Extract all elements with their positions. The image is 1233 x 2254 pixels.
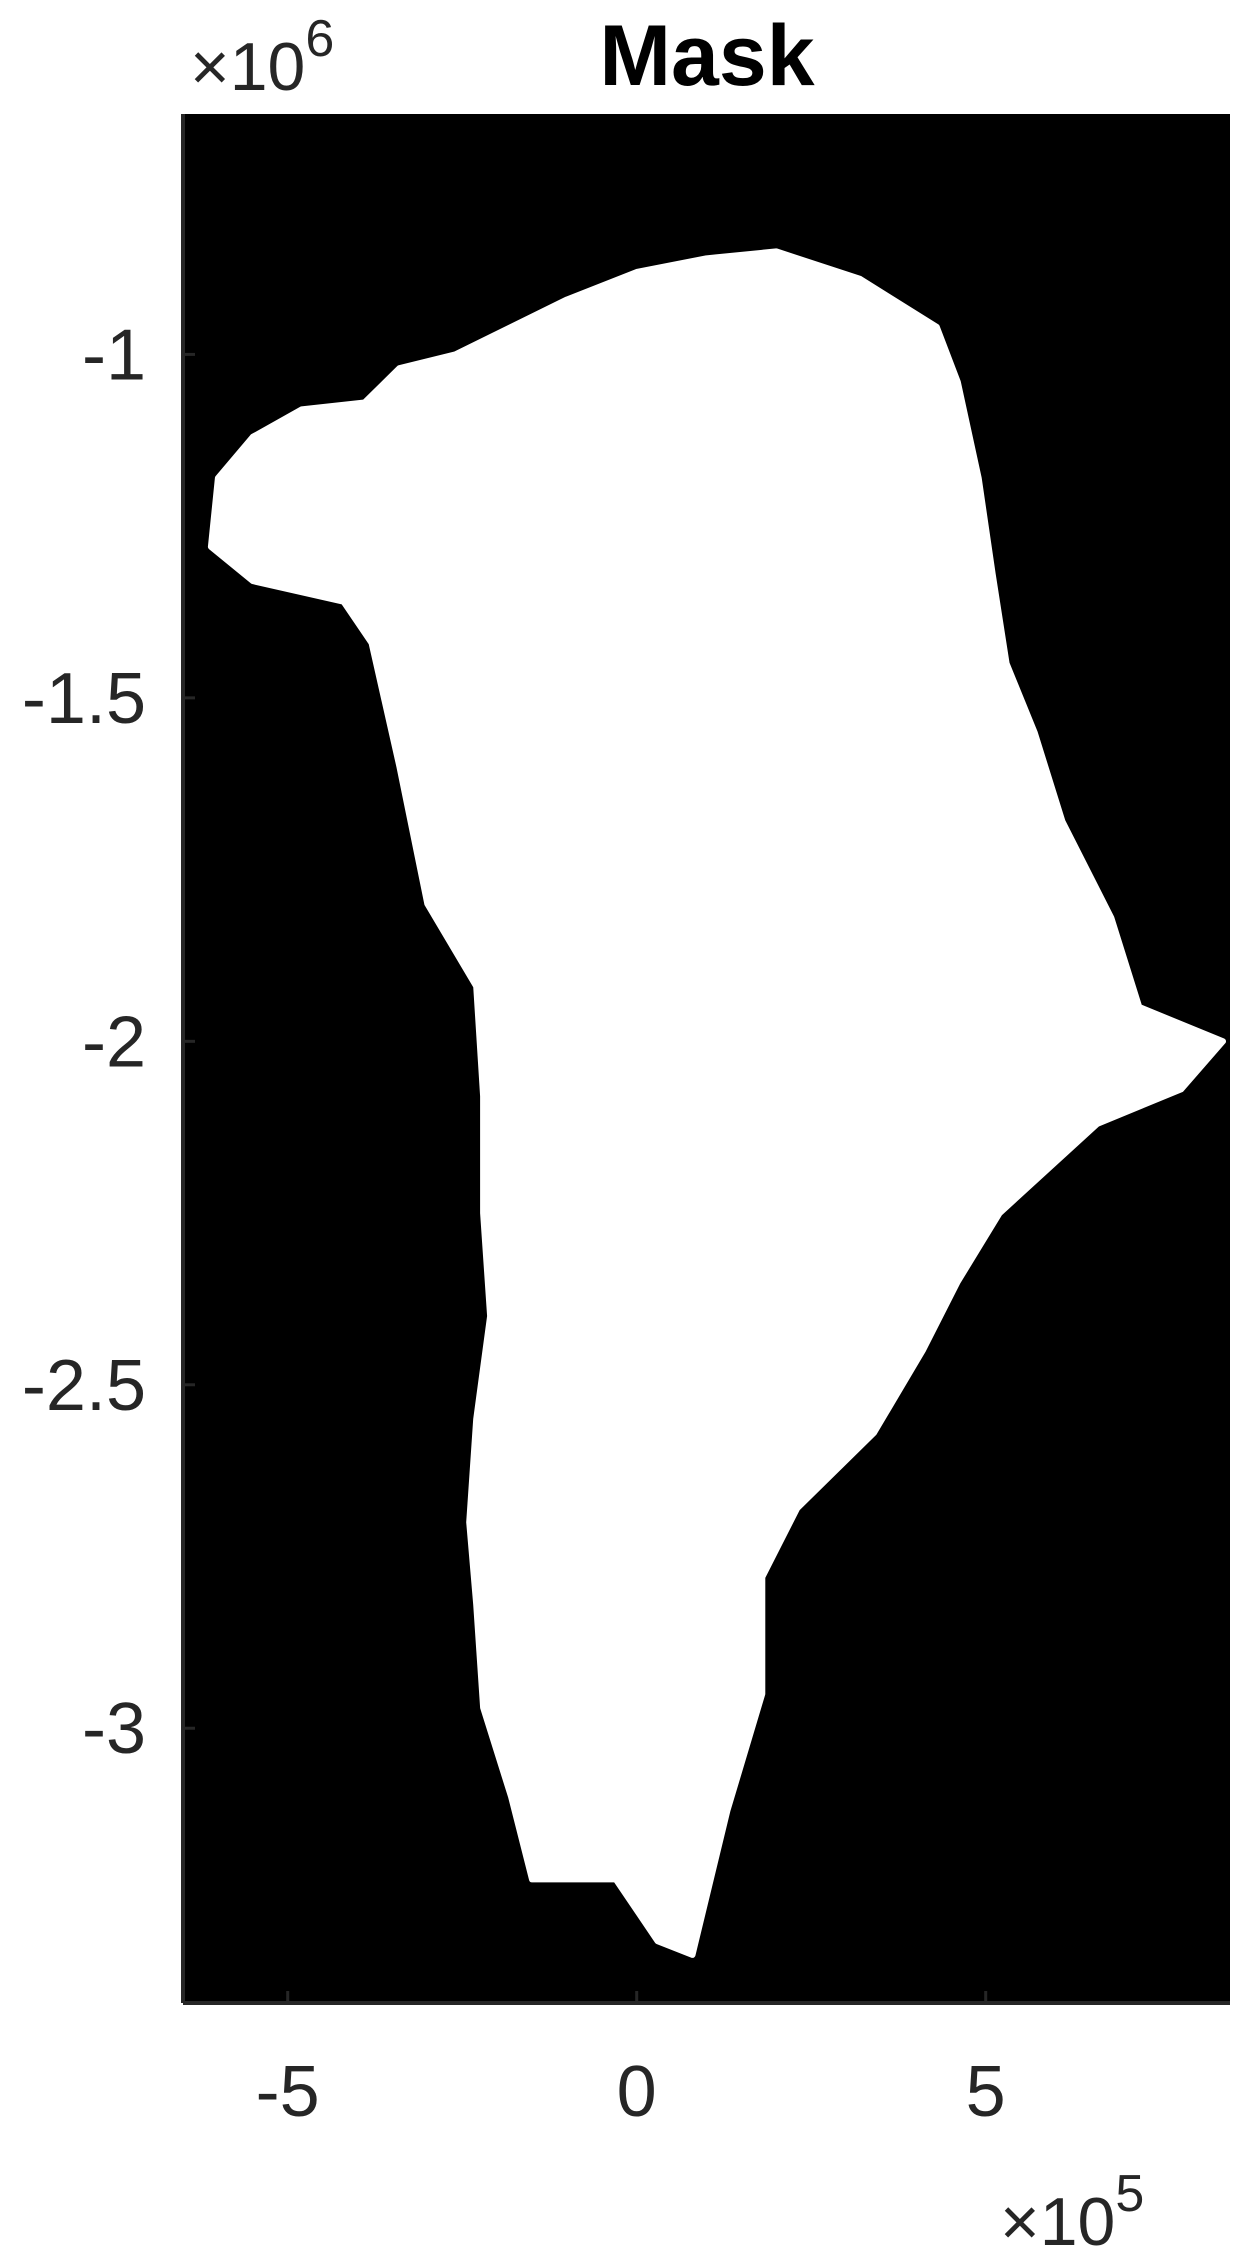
y-tick-label: -2.5 xyxy=(22,1346,146,1426)
chart-title: Mask xyxy=(599,8,814,104)
y-axis-exponent: ×106 xyxy=(190,10,334,105)
x-exponent-base: ×10 xyxy=(1000,2184,1115,2254)
x-exponent-power: 5 xyxy=(1115,2165,1144,2223)
x-tick-label: 0 xyxy=(617,2052,657,2132)
x-axis-exponent: ×105 xyxy=(1000,2165,1144,2254)
x-tick-label: 5 xyxy=(966,2052,1006,2132)
y-tick-label: -3 xyxy=(82,1689,146,1769)
y-exponent-power: 6 xyxy=(305,10,334,68)
y-exponent-base: ×10 xyxy=(190,29,305,105)
y-tick-label: -1.5 xyxy=(22,659,146,739)
ice-mask-region xyxy=(207,248,1226,1958)
y-tick-label: -2 xyxy=(82,1002,146,1082)
y-tick-label: -1 xyxy=(82,315,146,395)
axis-ticks: -1 -1.5 -2 -2.5 -3 -5 0 5 xyxy=(22,315,1006,2132)
x-tick-label: -5 xyxy=(256,2052,320,2132)
